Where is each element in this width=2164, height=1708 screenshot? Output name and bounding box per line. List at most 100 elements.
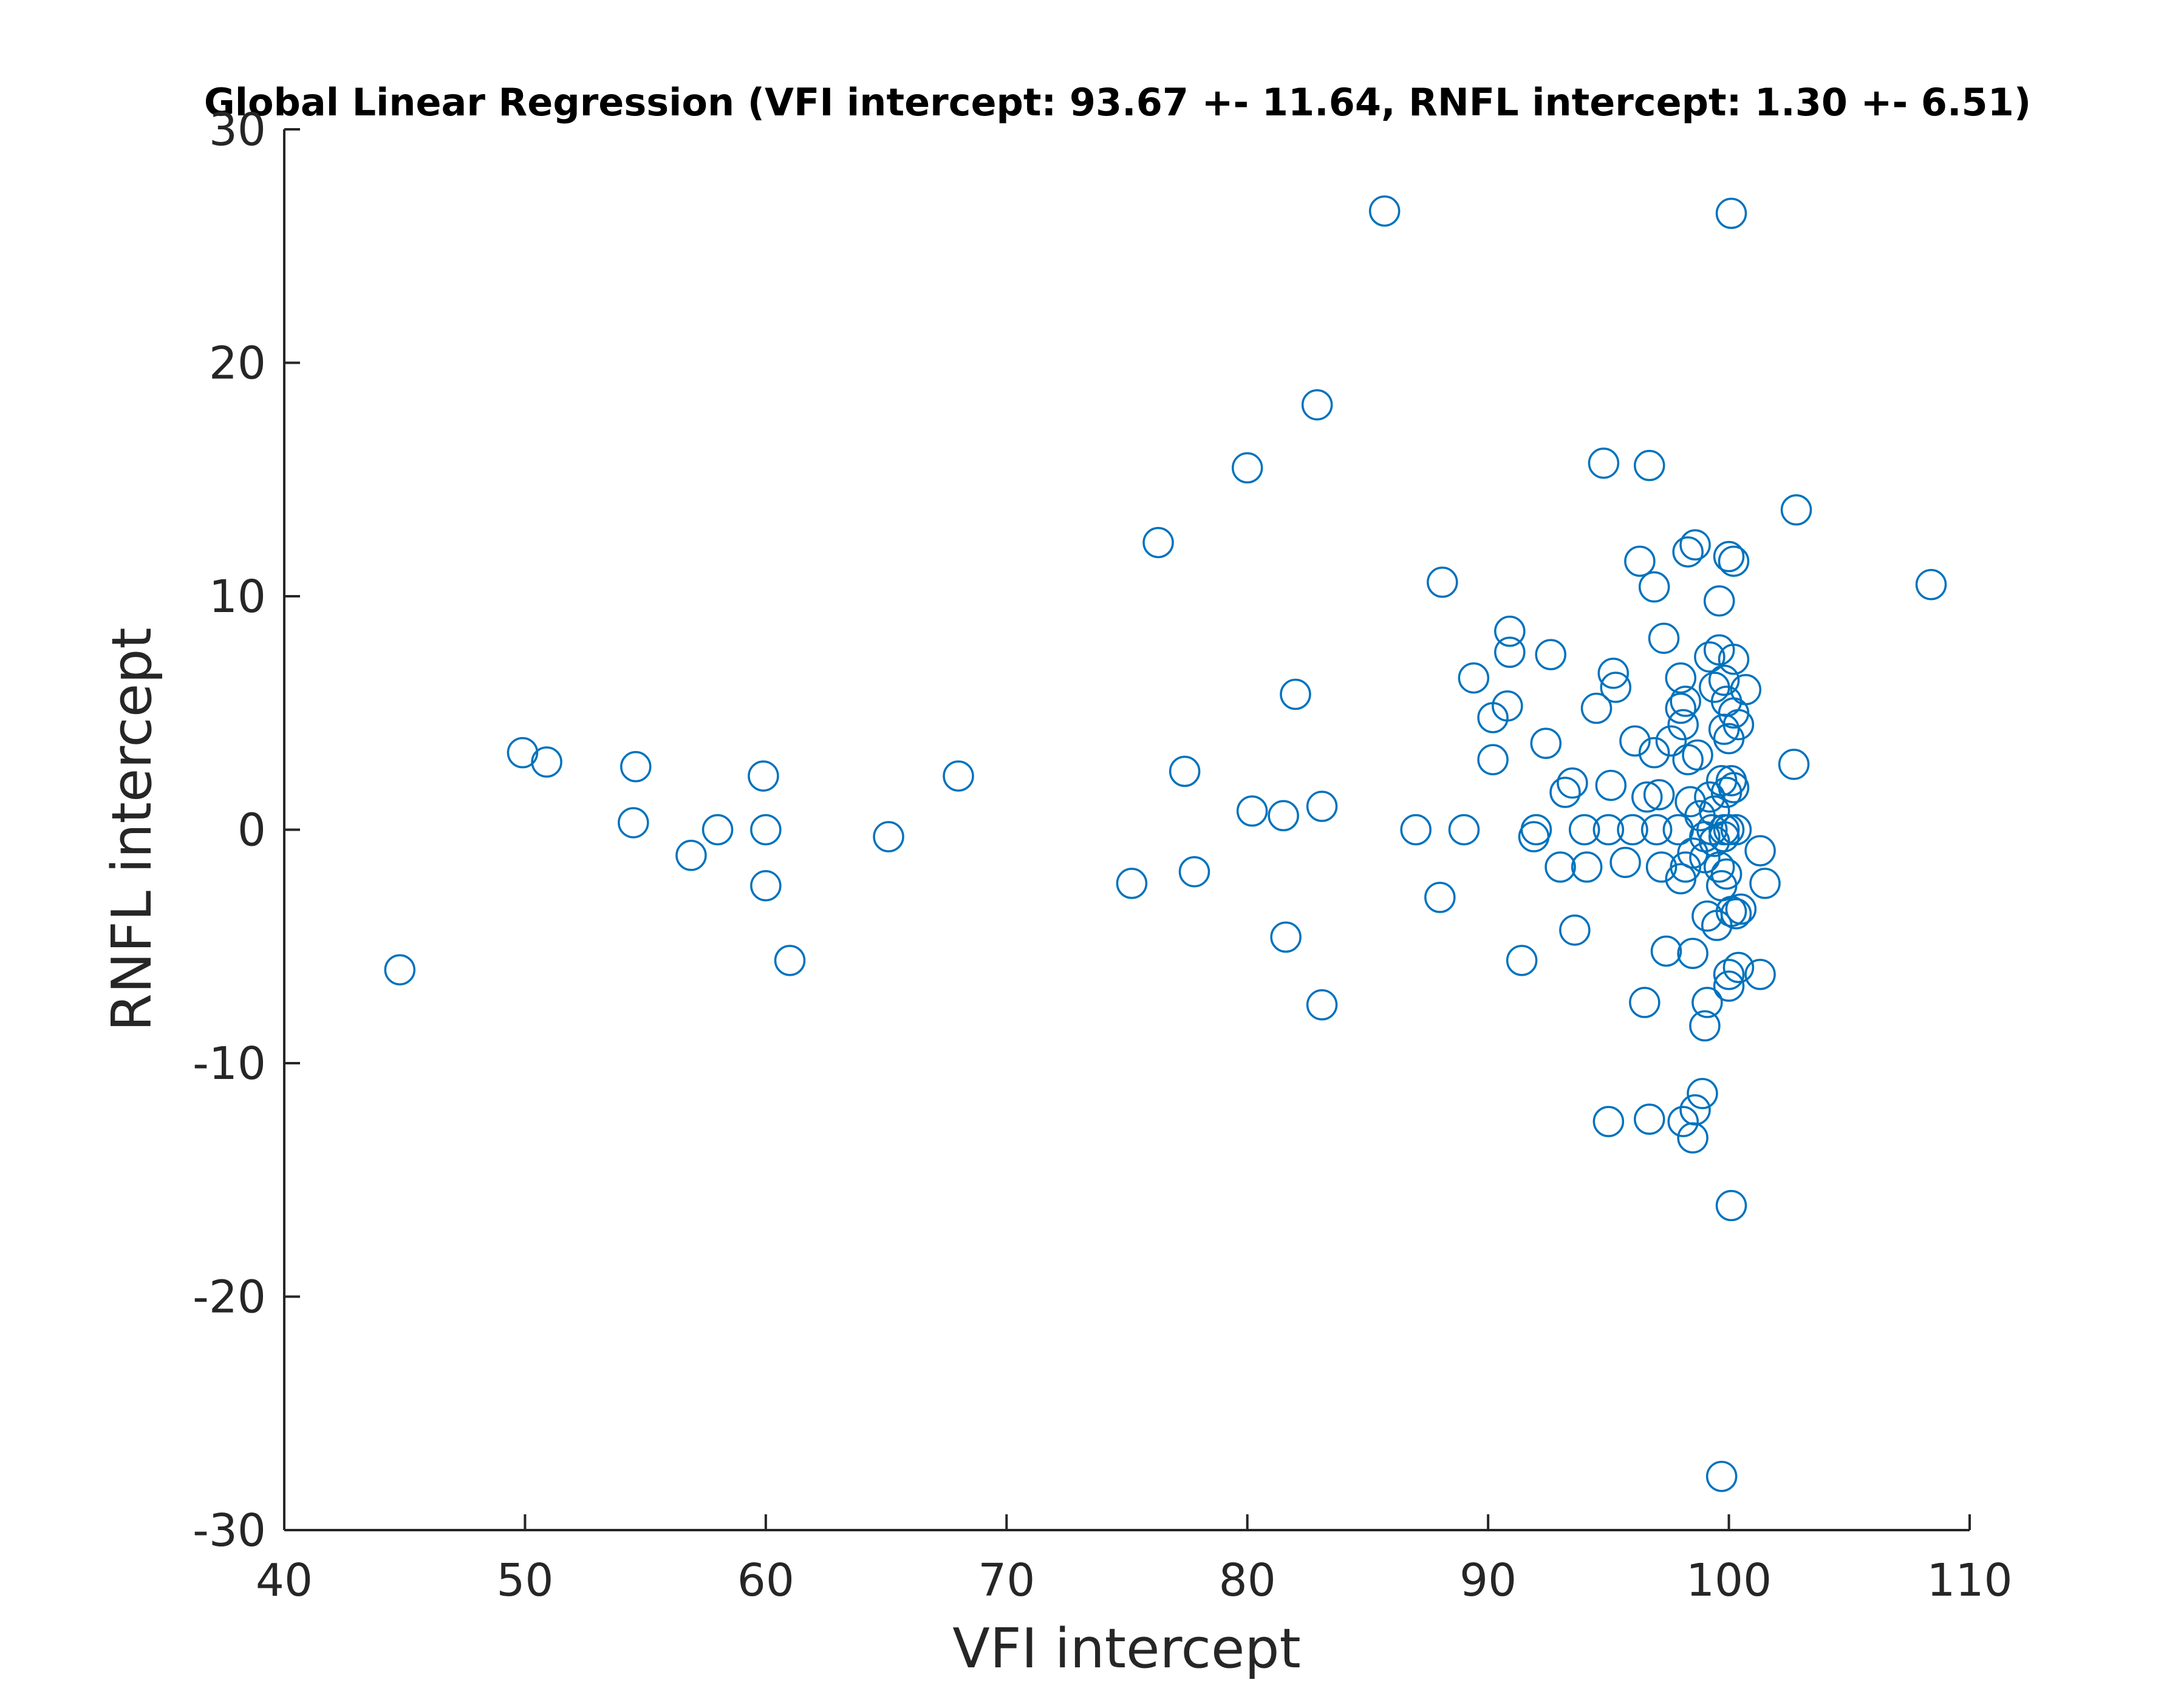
y-tick-label: 20 [209,338,266,390]
data-point [1648,622,1680,654]
y-tick-label: -10 [193,1038,266,1090]
data-point [384,954,416,985]
data-point [1520,814,1552,846]
data-point [1544,851,1576,883]
data-point [1667,709,1699,741]
data-point [1400,814,1432,846]
data-point [1670,686,1701,717]
data-point [1687,1078,1718,1109]
data-point [1720,814,1752,846]
data-point [1718,545,1750,577]
data-point [1643,779,1675,811]
data-point [1640,814,1673,846]
data-point [1655,725,1687,757]
data-point [1715,1189,1747,1222]
data-point [1720,898,1752,930]
data-point [1725,893,1757,925]
data-point [1557,767,1588,799]
data-point [1116,868,1148,899]
data-point [1306,791,1338,822]
x-axis-label: VFI intercept [952,1617,1301,1681]
data-point [1492,690,1523,722]
data-point [1494,636,1526,669]
data-point [1694,781,1725,813]
data-point [1705,1460,1738,1492]
data-point [1609,846,1641,879]
data-point [1665,692,1697,724]
data-point [1178,856,1210,888]
data-point [1677,1122,1708,1154]
scatter-points [384,195,1947,1492]
data-point [1694,641,1725,673]
data-point [1592,1106,1625,1137]
data-point [1650,935,1682,967]
x-tick-label: 100 [1686,1554,1772,1607]
chart-title: Global Linear Regression (VFI intercept:… [204,80,2031,124]
data-point [1595,769,1627,801]
data-point [1506,945,1538,976]
data-point [1730,674,1762,706]
data-point [1617,814,1648,846]
data-point [1718,772,1750,804]
data-point [1744,835,1776,866]
data-point [1306,989,1338,1021]
x-axis-ticks: 40 50 60 70 80 90 100 110 [256,1514,2013,1607]
data-point [1677,937,1708,970]
data-point [1424,882,1456,913]
data-point [1780,494,1812,526]
data-point [1588,447,1620,479]
y-tick-label: 10 [209,571,266,623]
data-point [1634,449,1665,481]
data-point [1713,970,1745,1002]
data-point [1268,800,1299,832]
data-point [1142,526,1174,559]
data-point [1530,727,1562,759]
data-point [1703,851,1735,883]
data-point [1634,1103,1665,1135]
data-point [943,760,974,792]
data-point [1679,1094,1711,1126]
data-point [1749,868,1781,899]
data-point [1689,1010,1721,1042]
data-point [1713,540,1745,573]
data-point [675,840,707,871]
data-point [1448,814,1480,846]
data-point [1494,615,1526,647]
data-point [1682,739,1713,771]
data-point [774,945,806,976]
data-point [873,821,904,852]
data-point [618,807,649,839]
data-point [1715,197,1747,230]
data-point [1629,987,1661,1018]
data-point [1280,678,1311,710]
y-tick-label: -20 [193,1271,266,1324]
data-point [1619,725,1651,757]
data-point [1670,851,1701,883]
data-point [1713,959,1745,990]
data-point [1645,851,1678,883]
data-point [1679,529,1711,561]
x-tick-label: 70 [978,1554,1035,1607]
data-point [1368,195,1401,227]
data-point [748,760,779,792]
x-tick-label: 80 [1219,1554,1276,1607]
data-point [620,750,652,783]
data-point [750,814,782,846]
y-axis-ticks: -30 -20 -10 0 10 20 30 [193,104,300,1557]
data-point [1672,536,1704,568]
data-point [1427,566,1458,598]
data-point [1710,858,1742,890]
data-point [1713,814,1745,846]
data-point [1667,1106,1699,1137]
data-point [1600,672,1631,703]
y-axis-label: RNFL intercept [100,627,164,1031]
y-tick-label: 0 [237,805,266,857]
data-point [1778,749,1810,780]
data-point [1535,639,1566,670]
data-point [1458,662,1490,694]
data-point [1231,452,1263,484]
data-point [1549,777,1581,808]
data-point [1722,951,1755,984]
data-point [1169,755,1201,788]
